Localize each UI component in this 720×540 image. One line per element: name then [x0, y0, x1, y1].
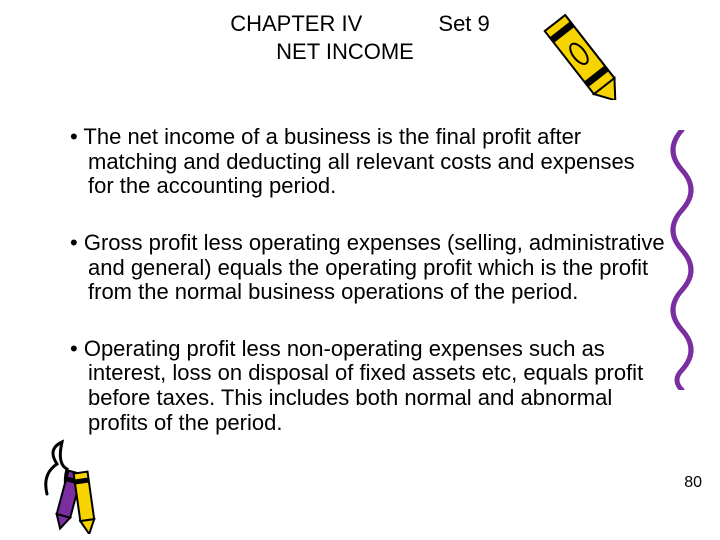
page-number: 80 — [684, 474, 702, 492]
squiggle-icon — [662, 130, 702, 390]
list-item: The net income of a business is the fina… — [70, 125, 665, 199]
set-label: Set 9 — [438, 10, 489, 38]
list-item: Operating profit less non-operating expe… — [70, 337, 665, 436]
list-item: Gross profit less operating expenses (se… — [70, 231, 665, 305]
crayon-icon — [540, 0, 660, 100]
slide-title: NET INCOME — [276, 38, 414, 66]
chapter-label: CHAPTER IV — [230, 10, 362, 38]
bullet-list: The net income of a business is the fina… — [70, 125, 665, 435]
crayon-cluster-icon — [42, 434, 112, 534]
